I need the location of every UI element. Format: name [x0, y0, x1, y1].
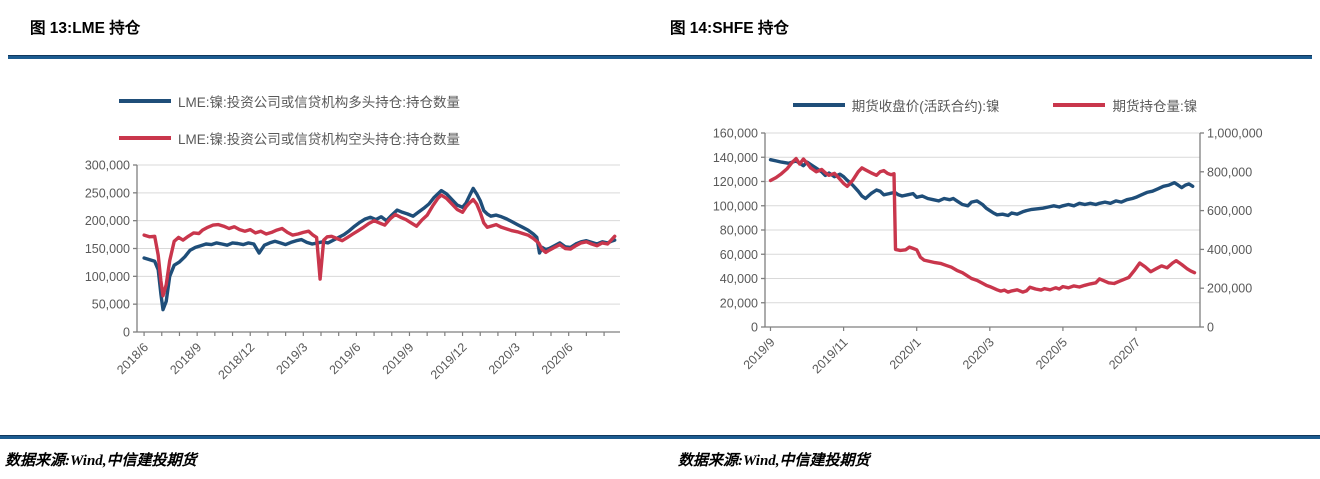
svg-text:40,000: 40,000 — [720, 272, 758, 286]
svg-text:120,000: 120,000 — [713, 175, 758, 189]
svg-text:2019/12: 2019/12 — [428, 340, 470, 382]
svg-text:2019/9: 2019/9 — [380, 340, 417, 377]
svg-text:2019/6: 2019/6 — [327, 340, 364, 377]
source-note-left: 数据来源:Wind,中信建投期货 — [5, 453, 197, 469]
shfe-oi-line-swatch — [1053, 103, 1106, 107]
svg-text:200,000: 200,000 — [85, 214, 130, 228]
lme-legend: LME:镍:投资公司或信贷机构多头持仓:持仓数量 LME:镍:投资公司或信贷机构… — [119, 91, 460, 148]
shfe-legend-item-oi: 期货持仓量:镍 — [1053, 95, 1197, 115]
svg-text:150,000: 150,000 — [85, 242, 130, 256]
svg-text:2018/6: 2018/6 — [114, 340, 151, 377]
svg-text:400,000: 400,000 — [1207, 243, 1252, 257]
svg-text:20,000: 20,000 — [720, 296, 758, 310]
shfe-legend: 期货收盘价(活跃合约):镍 期货持仓量:镍 — [680, 95, 1310, 115]
svg-text:2019/3: 2019/3 — [273, 340, 310, 377]
svg-text:2018/9: 2018/9 — [167, 340, 204, 377]
shfe-legend-item-price: 期货收盘价(活跃合约):镍 — [792, 95, 1000, 115]
svg-text:100,000: 100,000 — [85, 270, 130, 284]
svg-text:100,000: 100,000 — [713, 199, 758, 213]
lme-short-line-swatch — [119, 136, 171, 140]
svg-text:140,000: 140,000 — [713, 151, 758, 165]
shfe-price-legend-label: 期货收盘价(活跃合约):镍 — [851, 99, 1000, 114]
lme-short-legend-label: LME:镍:投资公司或信贷机构空头持仓:持仓数量 — [178, 132, 461, 147]
svg-text:2020/6: 2020/6 — [539, 340, 576, 377]
lme-long-line-swatch — [119, 99, 171, 103]
shfe-series-1-line — [768, 158, 1195, 218]
svg-text:0: 0 — [1207, 321, 1214, 335]
shfe-price-line-swatch — [792, 103, 845, 107]
figure-13-title: 图 13:LME 持仓 — [30, 20, 141, 37]
svg-text:250,000: 250,000 — [85, 186, 130, 200]
svg-text:2020/5: 2020/5 — [1033, 335, 1070, 372]
figure-14-title: 图 14:SHFE 持仓 — [670, 20, 789, 37]
svg-text:2020/7: 2020/7 — [1106, 335, 1143, 372]
svg-text:2018/12: 2018/12 — [216, 340, 258, 382]
shfe-series-2-line — [768, 156, 1197, 294]
svg-text:0: 0 — [123, 326, 130, 340]
svg-text:2019/11: 2019/11 — [810, 335, 851, 376]
header-rule — [8, 55, 1312, 59]
svg-text:1,000,000: 1,000,000 — [1207, 127, 1263, 141]
lme-legend-item-long: LME:镍:投资公司或信贷机构多头持仓:持仓数量 — [119, 91, 460, 111]
lme-chart-canvas: 0 50,000 100,000 150,000 200,000 250,000 300,0… — [85, 159, 620, 382]
svg-text:2020/3: 2020/3 — [486, 340, 523, 377]
svg-text:300,000: 300,000 — [85, 159, 130, 173]
footer-rule — [0, 435, 1320, 439]
svg-text:2020/1: 2020/1 — [887, 335, 924, 372]
lme-legend-item-short: LME:镍:投资公司或信贷机构空头持仓:持仓数量 — [119, 128, 460, 148]
svg-text:600,000: 600,000 — [1207, 204, 1252, 218]
svg-text:50,000: 50,000 — [92, 298, 130, 312]
shfe-chart-canvas: 0 20,000 40,000 60,000 80,000 100,000 120,000 1… — [713, 127, 1263, 377]
svg-text:800,000: 800,000 — [1207, 165, 1252, 179]
svg-text:200,000: 200,000 — [1207, 282, 1252, 296]
svg-text:2019/9: 2019/9 — [741, 335, 778, 372]
svg-text:80,000: 80,000 — [720, 224, 758, 238]
lme-series-2-line — [142, 193, 617, 298]
svg-text:60,000: 60,000 — [720, 248, 758, 262]
svg-text:160,000: 160,000 — [713, 127, 758, 141]
lme-long-legend-label: LME:镍:投资公司或信贷机构多头持仓:持仓数量 — [178, 95, 461, 110]
shfe-oi-legend-label: 期货持仓量:镍 — [1112, 99, 1198, 114]
source-note-right: 数据来源:Wind,中信建投期货 — [678, 453, 870, 469]
svg-text:2020/3: 2020/3 — [960, 335, 997, 372]
svg-text:0: 0 — [751, 321, 758, 335]
